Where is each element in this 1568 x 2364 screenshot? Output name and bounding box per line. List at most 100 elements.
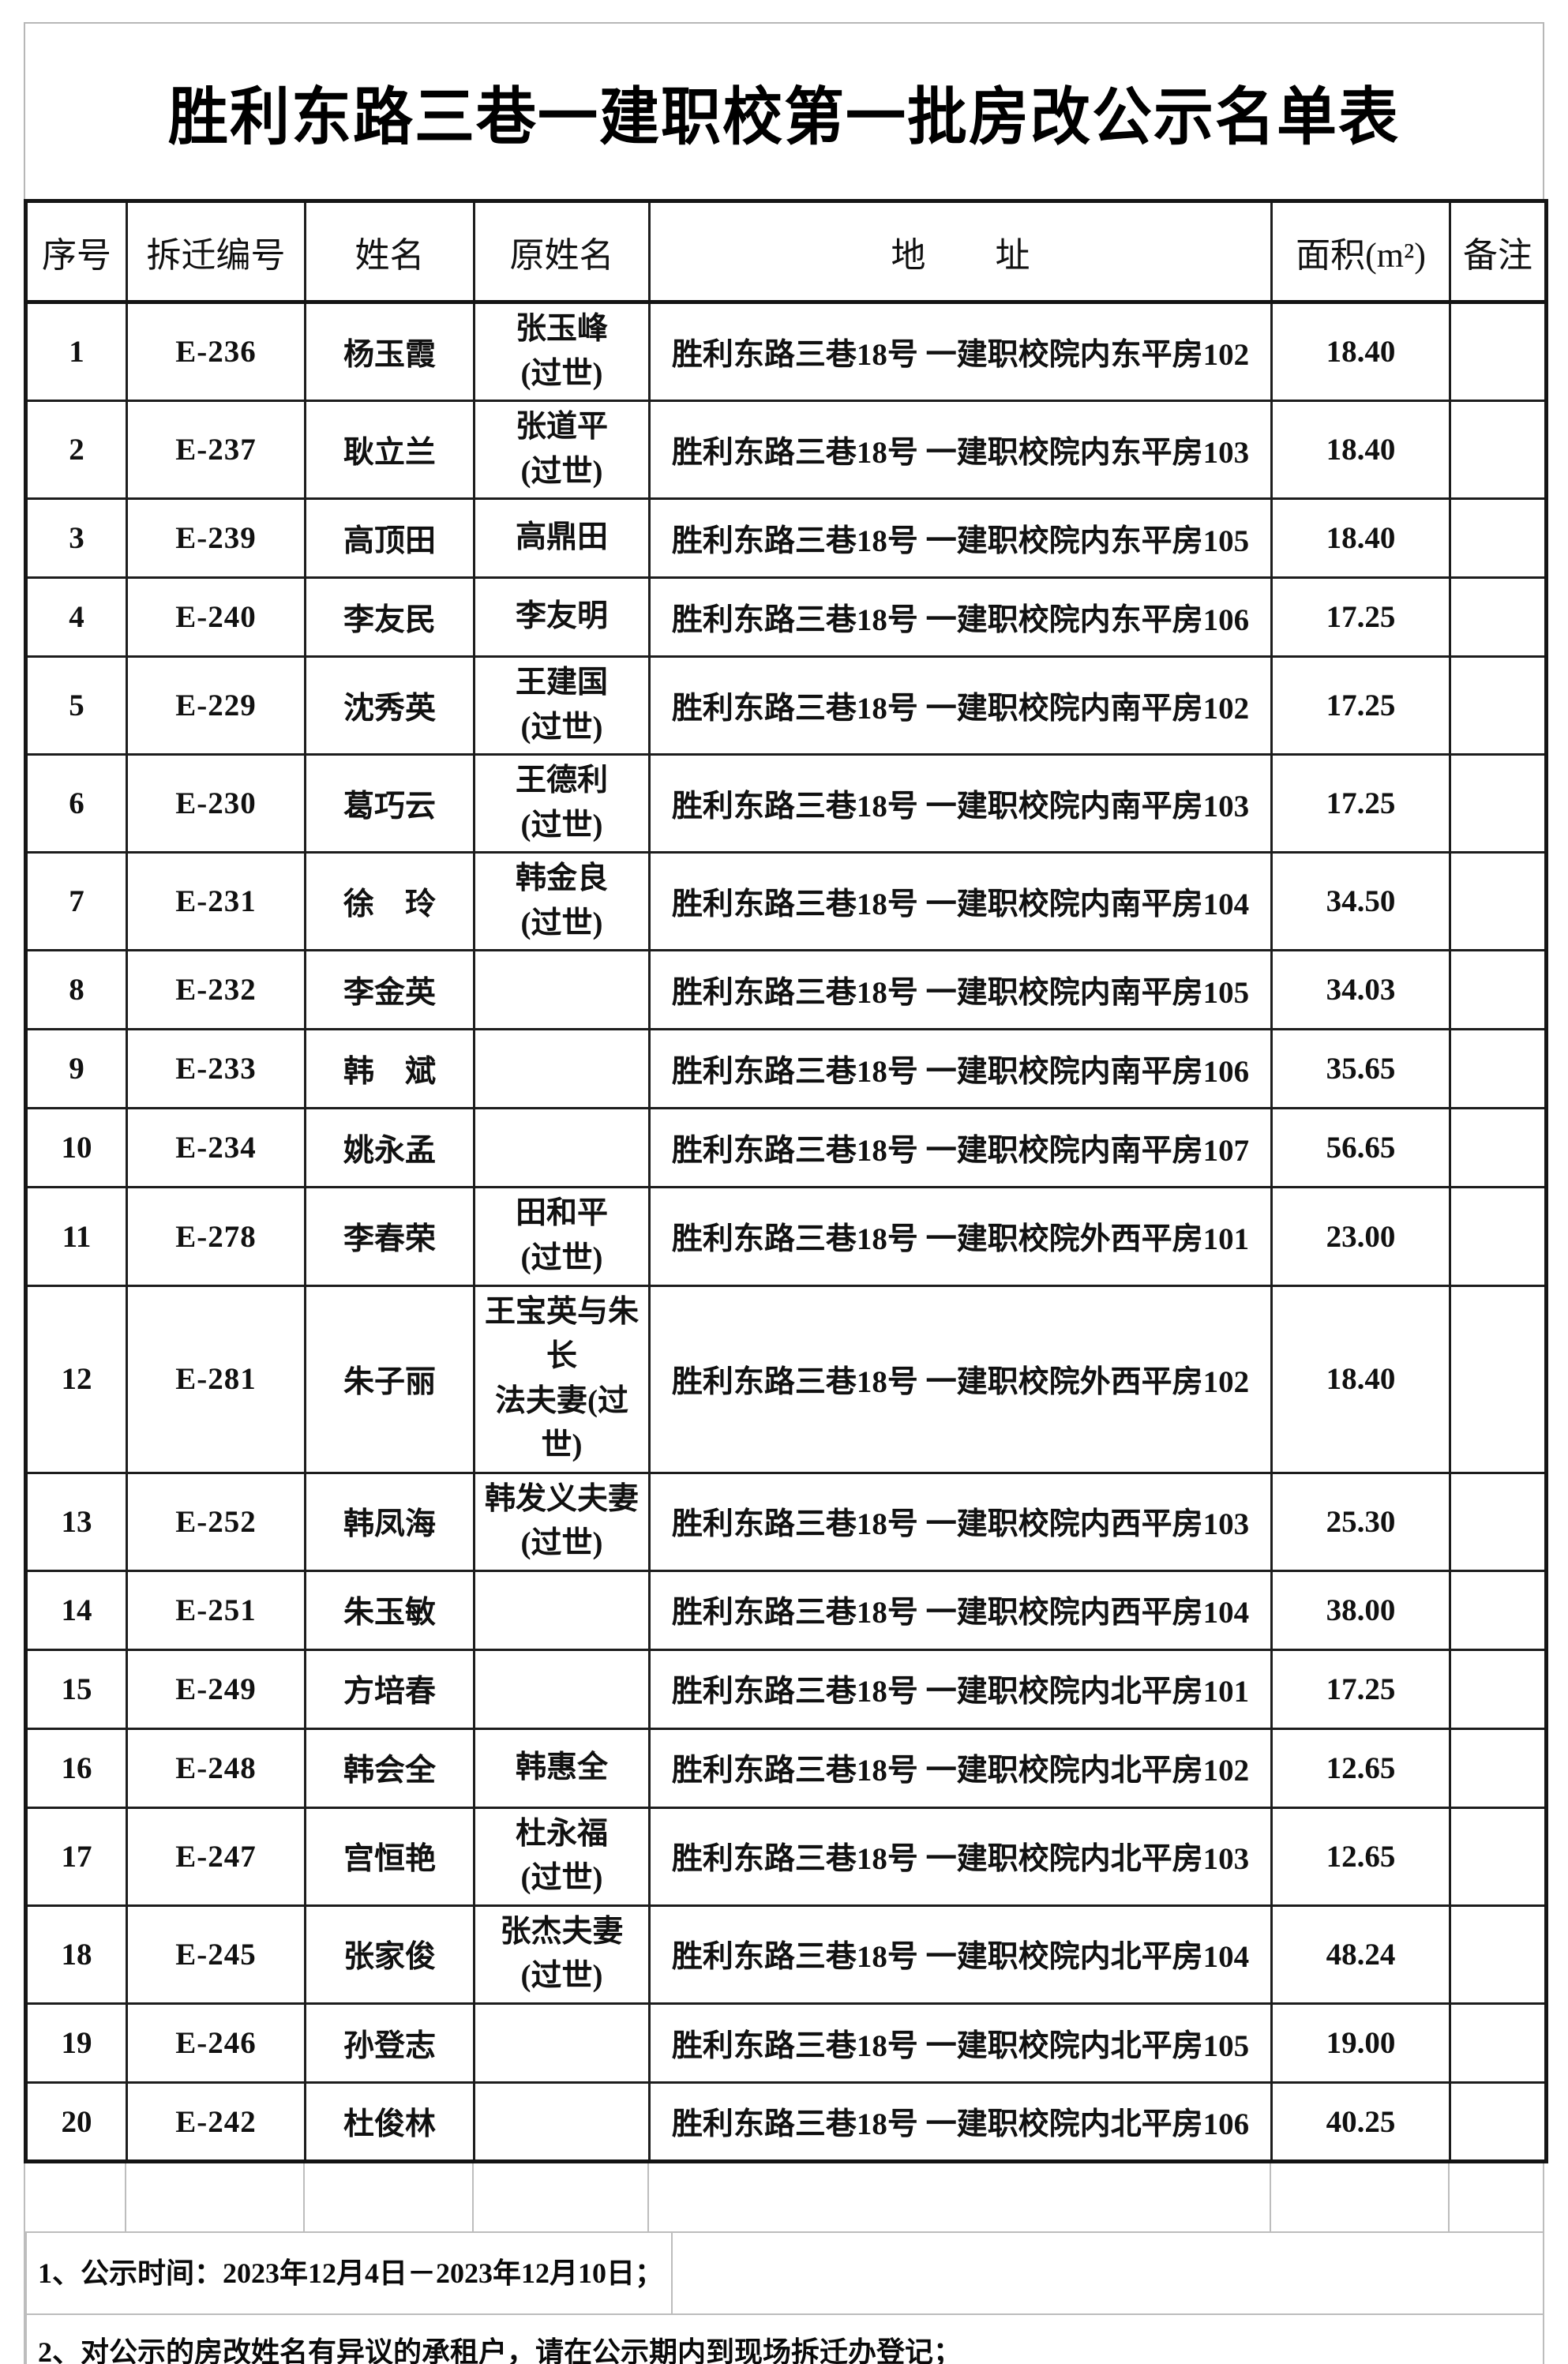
cell-area: 18.40 bbox=[1270, 1284, 1451, 1474]
cell-remark bbox=[1449, 2002, 1547, 2084]
cell-seq: 6 bbox=[24, 753, 128, 854]
cell-area: 18.40 bbox=[1270, 497, 1451, 580]
cell-area: 23.00 bbox=[1270, 1186, 1451, 1287]
cell-original-name: 王宝英与朱长 法夫妻(过世) bbox=[473, 1284, 651, 1474]
cell-remark bbox=[1449, 1028, 1547, 1110]
cell-seq: 15 bbox=[24, 1648, 128, 1730]
cell-address: 胜利东路三巷18号 一建职校院内东平房106 bbox=[648, 576, 1273, 659]
cell-original-name bbox=[473, 2002, 651, 2084]
cell-remark bbox=[1449, 497, 1547, 580]
cell-address: 胜利东路三巷18号 一建职校院内北平房102 bbox=[648, 1727, 1273, 1809]
cell-original-name: 高鼎田 bbox=[473, 497, 651, 580]
table-row: 13 E-252 韩凤海 韩发义夫妻 (过世) 胜利东路三巷18号 一建职校院内… bbox=[24, 1471, 1547, 1572]
cell-original-name bbox=[473, 1107, 651, 1189]
table-row: 1 E-236 杨玉霞 张玉峰 (过世) 胜利东路三巷18号 一建职校院内东平房… bbox=[24, 300, 1547, 403]
table-row: 10 E-234 姚永孟 胜利东路三巷18号 一建职校院内南平房107 56.6… bbox=[24, 1107, 1547, 1189]
cell-address: 胜利东路三巷18号 一建职校院内东平房102 bbox=[648, 300, 1273, 403]
header-name: 姓名 bbox=[304, 200, 475, 304]
note-remark-cell bbox=[671, 2233, 673, 2314]
cell-remark bbox=[1449, 1904, 1547, 2006]
cell-address: 胜利东路三巷18号 一建职校院内南平房103 bbox=[648, 753, 1273, 854]
cell-remark bbox=[1449, 655, 1547, 756]
cell-demolition-id: E-245 bbox=[126, 1904, 306, 2006]
cell-area: 17.25 bbox=[1270, 576, 1451, 659]
cell-area: 48.24 bbox=[1270, 1904, 1451, 2006]
cell-name: 徐 玲 bbox=[304, 851, 475, 952]
cell-name: 韩凤海 bbox=[304, 1471, 475, 1572]
cell-seq: 16 bbox=[24, 1727, 128, 1809]
table-row: 3 E-239 高顶田 高鼎田 胜利东路三巷18号 一建职校院内东平房105 1… bbox=[24, 497, 1547, 580]
cell-seq: 4 bbox=[24, 576, 128, 659]
table-row: 5 E-229 沈秀英 王建国 (过世) 胜利东路三巷18号 一建职校院内南平房… bbox=[24, 655, 1547, 756]
title-cell: 胜利东路三巷一建职校第一批房改公示名单表 bbox=[24, 22, 1544, 199]
cell-demolition-id: E-248 bbox=[126, 1727, 306, 1809]
cell-name: 朱子丽 bbox=[304, 1284, 475, 1474]
cell-seq: 17 bbox=[24, 1806, 128, 1907]
cell-remark bbox=[1449, 1569, 1547, 1651]
cell-area: 18.40 bbox=[1270, 300, 1451, 403]
table-header: 序号 拆迁编号 姓名 原姓名 地 址 面积(m²) 备注 bbox=[24, 200, 1547, 304]
cell-demolition-id: E-252 bbox=[126, 1471, 306, 1572]
cell-demolition-id: E-237 bbox=[126, 400, 306, 501]
cell-address: 胜利东路三巷18号 一建职校院内北平房101 bbox=[648, 1648, 1273, 1730]
sheet: 胜利东路三巷一建职校第一批房改公示名单表 序号 拆迁编号 姓名 原姓名 地 址 … bbox=[24, 22, 1548, 2364]
header-area: 面积(m²) bbox=[1270, 200, 1451, 304]
cell-demolition-id: E-231 bbox=[126, 851, 306, 952]
page-title: 胜利东路三巷一建职校第一批房改公示名单表 bbox=[168, 83, 1400, 153]
cell-seq: 3 bbox=[24, 497, 128, 580]
notes-section: 1、公示时间：2023年12月4日－2023年12月10日； 2、对公示的房改姓… bbox=[24, 2163, 1544, 2364]
cell-name: 李友民 bbox=[304, 576, 475, 659]
cell-area: 19.00 bbox=[1270, 2002, 1451, 2084]
cell-seq: 10 bbox=[24, 1107, 128, 1189]
cell-demolition-id: E-229 bbox=[126, 655, 306, 756]
cell-address: 胜利东路三巷18号 一建职校院内东平房103 bbox=[648, 400, 1273, 501]
cell-address: 胜利东路三巷18号 一建职校院内南平房107 bbox=[648, 1107, 1273, 1189]
cell-seq: 7 bbox=[24, 851, 128, 952]
cell-seq: 13 bbox=[24, 1471, 128, 1572]
cell-name: 李春荣 bbox=[304, 1186, 475, 1287]
cell-name: 方培春 bbox=[304, 1648, 475, 1730]
cell-original-name: 韩金良 (过世) bbox=[473, 851, 651, 952]
cell-name: 张家俊 bbox=[304, 1904, 475, 2006]
cell-area: 34.03 bbox=[1270, 949, 1451, 1031]
cell-original-name bbox=[473, 949, 651, 1031]
cell-remark bbox=[1449, 2081, 1547, 2164]
cell-name: 高顶田 bbox=[304, 497, 475, 580]
cell-original-name: 田和平 (过世) bbox=[473, 1186, 651, 1287]
cell-remark bbox=[1449, 1284, 1547, 1474]
cell-remark bbox=[1449, 1186, 1547, 1287]
cell-area: 40.25 bbox=[1270, 2081, 1451, 2164]
cell-demolition-id: E-251 bbox=[126, 1569, 306, 1651]
header-row: 序号 拆迁编号 姓名 原姓名 地 址 面积(m²) 备注 bbox=[24, 200, 1547, 304]
cell-seq: 2 bbox=[24, 400, 128, 501]
cell-remark bbox=[1449, 1806, 1547, 1907]
header-original-name: 原姓名 bbox=[473, 200, 651, 304]
cell-name: 葛巧云 bbox=[304, 753, 475, 854]
cell-name: 姚永孟 bbox=[304, 1107, 475, 1189]
cell-seq: 18 bbox=[24, 1904, 128, 2006]
cell-area: 56.65 bbox=[1270, 1107, 1451, 1189]
cell-demolition-id: E-230 bbox=[126, 753, 306, 854]
cell-remark bbox=[1449, 1727, 1547, 1809]
cell-area: 25.30 bbox=[1270, 1471, 1451, 1572]
table-row: 18 E-245 张家俊 张杰夫妻 (过世) 胜利东路三巷18号 一建职校院内北… bbox=[24, 1904, 1547, 2006]
cell-demolition-id: E-239 bbox=[126, 497, 306, 580]
cell-remark bbox=[1449, 949, 1547, 1031]
cell-seq: 12 bbox=[24, 1284, 128, 1474]
table-body: 1 E-236 杨玉霞 张玉峰 (过世) 胜利东路三巷18号 一建职校院内东平房… bbox=[24, 300, 1547, 2164]
cell-original-name bbox=[473, 1569, 651, 1651]
cell-area: 38.00 bbox=[1270, 1569, 1451, 1651]
cell-demolition-id: E-246 bbox=[126, 2002, 306, 2084]
empty-row bbox=[24, 2163, 1544, 2234]
header-demolition-id: 拆迁编号 bbox=[126, 200, 306, 304]
cell-remark bbox=[1449, 1648, 1547, 1730]
cell-seq: 14 bbox=[24, 1569, 128, 1651]
cell-address: 胜利东路三巷18号 一建职校院外西平房101 bbox=[648, 1186, 1273, 1287]
note-text-1: 1、公示时间：2023年12月4日－2023年12月10日； bbox=[38, 2257, 664, 2289]
cell-original-name: 杜永福 (过世) bbox=[473, 1806, 651, 1907]
table-row: 16 E-248 韩会全 韩惠全 胜利东路三巷18号 一建职校院内北平房102 … bbox=[24, 1727, 1547, 1809]
cell-remark bbox=[1449, 1471, 1547, 1572]
cell-original-name: 张玉峰 (过世) bbox=[473, 300, 651, 403]
cell-address: 胜利东路三巷18号 一建职校院内北平房105 bbox=[648, 2002, 1273, 2084]
cell-name: 宫恒艳 bbox=[304, 1806, 475, 1907]
